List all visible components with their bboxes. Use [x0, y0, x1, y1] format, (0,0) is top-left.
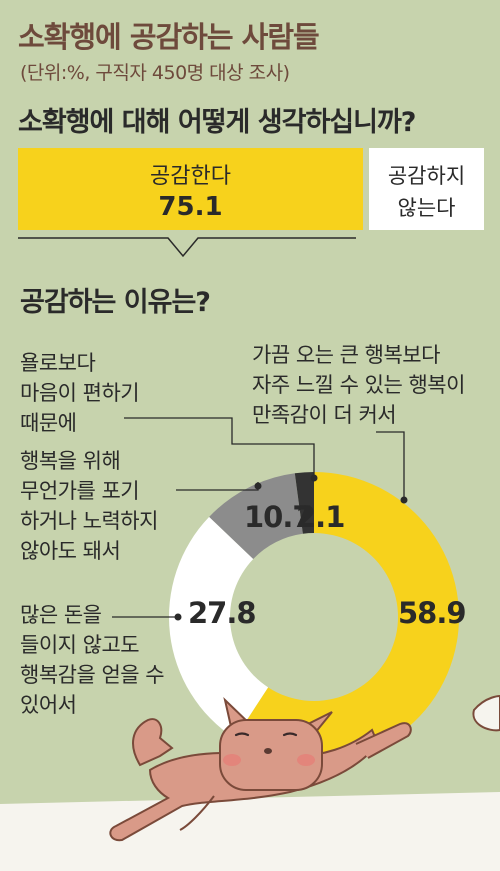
annotation-money-line2: 들이지 않고도 — [20, 633, 140, 657]
annotation-giveup-line4: 않아도 돼서 — [20, 539, 121, 563]
annotation-giveup-line3: 하거나 노력하지 — [20, 509, 158, 533]
leader-dot-giveup — [254, 482, 262, 490]
cat-illustration — [109, 696, 412, 842]
leader-dot-worklife — [310, 474, 318, 482]
annotation-frequent: 가끔 오는 큰 행복보다 자주 느낄 수 있는 행복이 만족감이 더 커서 — [252, 340, 465, 430]
bar-label-agree: 공감한다 — [150, 164, 231, 189]
leader-line-giveup — [176, 482, 259, 491]
leader-dot-money — [174, 613, 182, 621]
donut-slices — [169, 472, 460, 763]
annotation-money-line1: 많은 돈을 — [20, 603, 102, 627]
page-title: 소확행에 공감하는 사람들 — [18, 20, 320, 54]
bar-connector-line — [18, 237, 356, 258]
annotation-giveup-line2: 무언가를 포기 — [20, 479, 140, 503]
annotation-worklife-line2: 마음이 편하기 — [20, 381, 140, 405]
donut-label-money: 27.8 — [188, 596, 257, 630]
annotation-worklife-line1: 욜로보다 — [20, 351, 96, 375]
bar-segment-agree: 공감한다 75.1 — [18, 148, 363, 230]
annotation-money-line3: 행복감을 얻을 수 — [20, 663, 165, 687]
annotation-frequent-line1: 가끔 오는 큰 행복보다 — [252, 343, 440, 367]
leader-line-frequent — [376, 431, 405, 500]
annotation-frequent-line2: 자주 느낄 수 있는 행복이 — [252, 373, 465, 397]
annotation-worklife-line3: 때문에 — [20, 411, 77, 435]
reason-heading: 공감하는 이유는? — [20, 287, 211, 318]
bar-label-disagree-line2: 않는다 — [397, 196, 456, 220]
donut-slice-giveup — [209, 473, 303, 559]
annotation-frequent-line3: 만족감이 더 커서 — [252, 403, 397, 427]
donut-slice-money — [169, 516, 269, 739]
donut-label-frequent: 58.9 — [398, 596, 467, 630]
donut-slice-worklife — [294, 472, 314, 534]
bar-label-disagree-line1: 공감하지 — [387, 164, 466, 188]
question-heading: 소확행에 대해 어떻게 생각하십니까? — [18, 107, 416, 138]
donut-label-worklife: 2.1 — [296, 500, 345, 534]
leader-dot-frequent — [400, 496, 408, 504]
bar-value-agree: 75.1 — [158, 192, 223, 222]
leader-line-worklife — [124, 417, 315, 478]
annotation-money-line4: 있어서 — [20, 693, 77, 717]
annotation-giveup-line1: 행복을 위해 — [20, 449, 121, 473]
ground-strip — [0, 792, 500, 871]
annotation-worklife: 욜로보다 마음이 편하기 때문에 — [20, 348, 140, 438]
page-subtitle: (단위:%, 구직자 450명 대상 조사) — [20, 62, 290, 84]
donut-label-giveup: 10.7 — [244, 500, 313, 534]
annotation-money: 많은 돈을 들이지 않고도 행복감을 얻을 수 있어서 — [20, 600, 165, 720]
donut-slice-frequent — [234, 472, 460, 763]
bar-segment-disagree: 공감하지 않는다 — [369, 148, 484, 230]
annotation-giveup: 행복을 위해 무언가를 포기 하거나 노력하지 않아도 돼서 — [20, 446, 158, 566]
paw-illustration — [472, 694, 500, 732]
